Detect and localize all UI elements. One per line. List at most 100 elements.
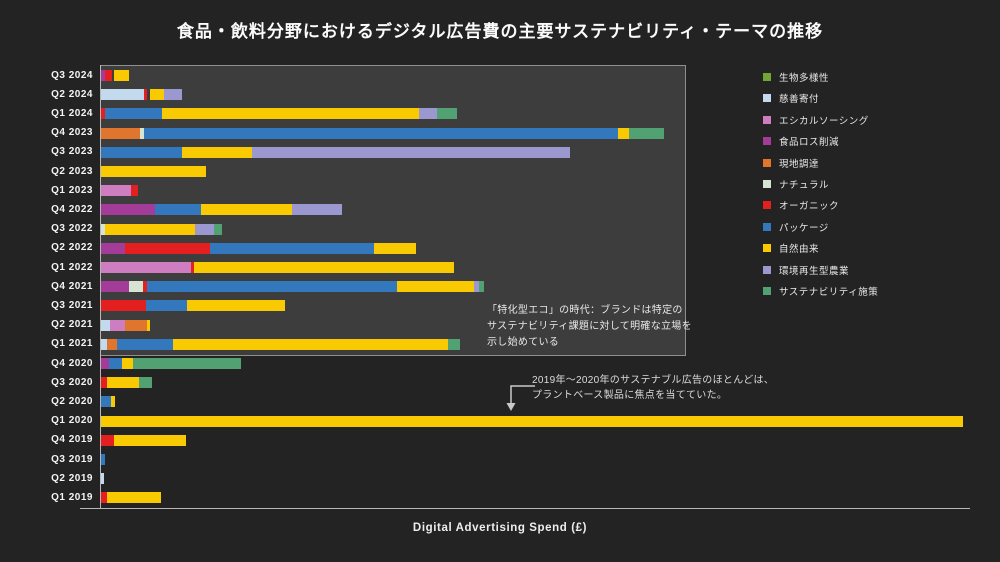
bar-segment-packaging [155,204,201,216]
bar-segment-packaging [101,396,111,408]
legend-label: 自然由来 [779,244,820,256]
bar-segment-sustainability [629,127,664,139]
y-tick-label: Q4 2023 [51,127,93,139]
y-tick-label: Q2 2020 [51,395,93,407]
bar-segment-natural [140,127,144,139]
bar-segment-sustainability [437,108,457,120]
x-axis-label: Digital Advertising Spend (£) [412,522,588,534]
bar-segment-packaging [101,146,182,158]
bar-segment-organic [144,89,147,101]
bar-segment-packaging [105,108,162,120]
bar-segment-nature_derived [107,492,161,504]
legend-label: エシカルソーシング [779,115,869,127]
bar-segment-ethical [110,319,125,331]
y-tick-label: Q4 2021 [51,280,93,292]
legend-label: オーガニック [779,201,840,213]
down-arrow-icon [506,385,535,411]
y-axis-line [100,65,101,508]
legend-swatch-icon [763,244,771,253]
legend-item-packaging: パッケージ [763,221,829,234]
y-tick-label: Q3 2022 [51,223,93,235]
bar-segment-packaging [117,338,173,350]
bar-segment-nature_derived [107,377,139,389]
bar-segment-sustainability [214,223,222,235]
y-tick-label: Q3 2020 [51,376,93,388]
legend-label: 慈善寄付 [779,94,820,106]
legend-item-food_loss: 食品ロス削減 [763,135,839,148]
y-tick-label: Q1 2024 [51,107,93,119]
legend-item-regen_ag: 環境再生型農業 [763,264,850,277]
bar-segment-nature_derived [122,358,133,369]
bar-segment-packaging [101,454,105,465]
legend-item-natural: ナチュラル [763,178,830,191]
bar-segment-nature_derived [397,281,474,293]
legend-item-sustainability: サステナビリティ施策 [763,285,879,298]
y-tick-label: Q2 2021 [51,319,93,331]
bar-segment-organic [125,242,210,254]
bar-segment-sustainability [479,281,484,293]
bar-segment-organic [143,281,147,293]
bar-segment-nature_derived [194,262,454,273]
y-tick-label: Q3 2024 [51,69,93,81]
legend-item-nature_derived: 自然由来 [763,242,820,256]
legend-label: パッケージ [779,222,829,234]
bar-segment-packaging [109,358,122,369]
y-tick-label: Q1 2021 [51,338,93,350]
bar-segment-nature_derived [173,338,448,350]
bar-segment-organic [101,492,107,504]
y-tick-label: Q4 2020 [51,357,93,369]
legend-item-charity: 慈善寄付 [763,92,820,106]
y-tick-label: Q1 2023 [51,184,93,196]
y-tick-label: Q1 2020 [51,415,93,427]
legend-item-ethical: エシカルソーシング [763,114,869,127]
legend-swatch-icon [763,201,771,210]
bar-segment-natural [101,223,105,235]
legend-swatch-icon [763,158,771,167]
bar-segment-organic [191,262,194,273]
legend-label: 現地調達 [779,158,820,170]
bar-segment-organic [131,185,138,197]
y-tick-label: Q3 2023 [51,146,93,158]
bar-segment-natural [129,281,143,293]
bar-segment-sustainability [139,377,152,389]
legend-label: サステナビリティ施策 [779,287,879,298]
era-annotation: 「特化型エコ」の時代：ブランドは特定の サステナビリティ課題に対して明確な立場を… [487,305,692,348]
bar-segment-regen_ag [419,108,437,120]
bar-segment-local [107,338,117,350]
y-tick-label: Q1 2019 [51,491,93,503]
bar-segment-charity [101,473,104,485]
bar-segment-local [101,127,140,139]
bar-segment-regen_ag [164,89,182,101]
bar-segment-nature_derived [101,415,963,427]
bar-segment-nature_derived [162,108,419,120]
bar-segment-food_loss [101,242,125,254]
legend-label: 環境再生型農業 [779,265,850,277]
legend-swatch-icon [763,287,771,295]
bar-segment-food_loss [101,70,105,81]
bar-segment-nature_derived [105,223,195,235]
y-tick-label: Q3 2021 [51,299,93,311]
y-tick-label: Q3 2019 [51,453,93,465]
legend-label: ナチュラル [779,180,830,191]
bar-segment-organic [101,434,114,446]
legend-item-biodiversity: 生物多様性 [763,71,830,84]
bar-segment-sustainability [133,358,241,369]
bar-segment-nature_derived [147,319,150,331]
bar-segment-regen_ag [292,204,342,216]
bar-segment-ethical [101,262,191,273]
bar-segment-charity [101,319,110,331]
legend-label: 生物多様性 [779,73,830,84]
bar-segment-regen_ag [474,281,479,293]
y-tick-label: Q4 2019 [51,434,93,446]
y-tick-label: Q1 2022 [51,261,93,273]
bar-segment-packaging [210,242,374,254]
legend-swatch-icon [763,222,771,231]
bar-segment-local [125,319,147,331]
plant-based-annotation: 2019年〜2020年のサステナブル広告のほとんどは、 プラントベース製品に焦点… [532,375,775,401]
bar-segment-regen_ag [195,223,214,235]
legend-swatch-icon [763,137,771,146]
legend-item-organic: オーガニック [763,199,840,213]
y-tick-label: Q4 2022 [51,203,93,215]
y-tick-label: Q2 2022 [51,242,93,254]
bar-segment-packaging [147,281,397,293]
